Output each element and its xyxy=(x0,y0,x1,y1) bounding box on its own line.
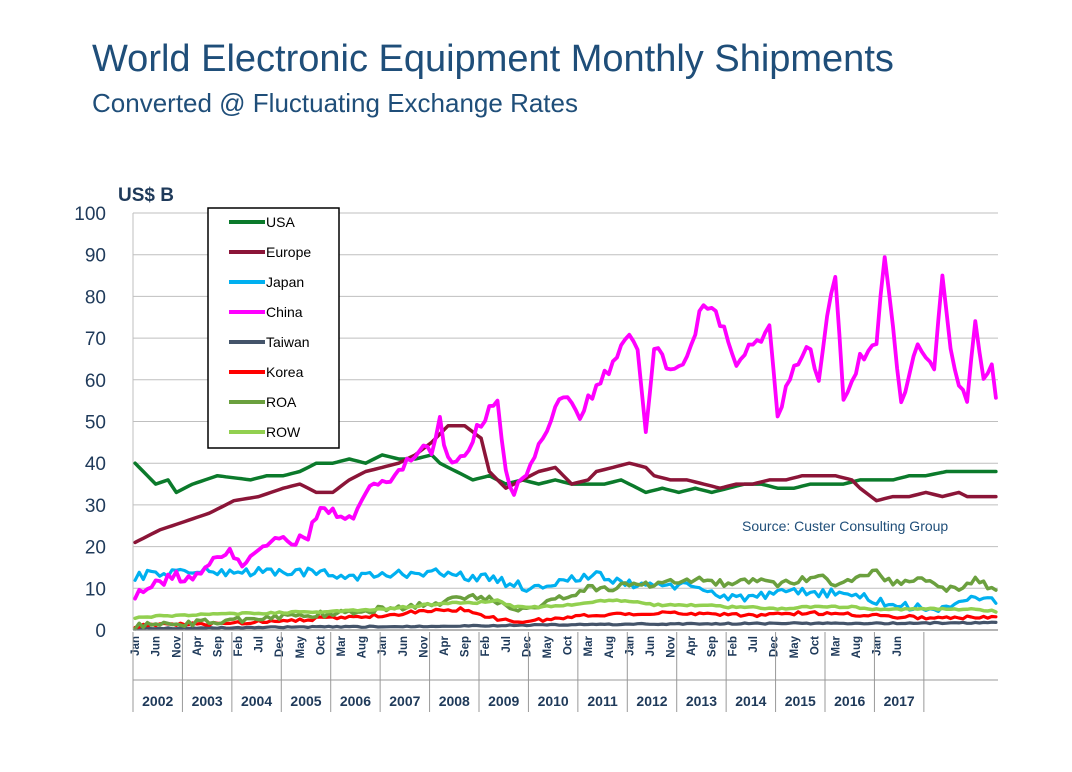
legend: USA Europe Japan China Taiwan Korea ROA ROW xyxy=(207,207,340,449)
month-tick-label: Sep xyxy=(212,636,224,657)
y-tick-label: 10 xyxy=(85,579,106,600)
month-tick-label: Jan xyxy=(624,636,636,656)
month-tick-label: Nov xyxy=(171,635,183,657)
legend-label: China xyxy=(266,304,303,320)
month-tick-label: Feb xyxy=(727,636,739,656)
y-tick-label: 50 xyxy=(85,413,106,434)
month-tick-label: Dec xyxy=(769,635,781,657)
month-tick-label: Nov xyxy=(666,635,678,657)
y-tick-label: 90 xyxy=(85,246,106,267)
month-tick-label: Jun xyxy=(892,636,904,656)
month-tick-label: Apr xyxy=(439,635,451,655)
y-tick-label: 100 xyxy=(74,204,106,225)
month-tick-label: Jun xyxy=(645,636,657,656)
month-tick-label: Dec xyxy=(274,635,286,657)
year-label: 2013 xyxy=(686,693,717,709)
y-tick-label: 0 xyxy=(95,621,106,642)
year-label: 2011 xyxy=(587,693,618,709)
month-tick-label: Apr xyxy=(192,635,204,655)
month-tick-label: Oct xyxy=(810,636,822,655)
y-tick-label: 80 xyxy=(85,287,106,308)
y-axis-label: US$ B xyxy=(118,185,174,206)
month-tick-label: Dec xyxy=(521,635,533,657)
source-note: Source: Custer Consulting Group xyxy=(742,518,948,534)
y-tick-label: 40 xyxy=(85,454,106,475)
year-label: 2014 xyxy=(735,693,766,709)
month-tick-label: Aug xyxy=(851,636,863,658)
y-tick-label: 70 xyxy=(85,329,106,350)
series-line-china xyxy=(133,255,998,601)
series-line-japan xyxy=(133,565,998,613)
month-tick-label: May xyxy=(295,635,307,658)
legend-label: Europe xyxy=(266,244,311,260)
year-label: 2015 xyxy=(785,693,816,709)
month-tick-label: Mar xyxy=(336,635,348,656)
legend-label: ROA xyxy=(266,394,297,410)
month-tick-label: Apr xyxy=(686,635,698,655)
year-label: 2008 xyxy=(439,693,470,709)
month-tick-label: Jul xyxy=(748,636,760,653)
y-axis-ticks: 0 10 20 30 40 50 60 70 80 90 100 xyxy=(74,204,106,642)
month-tick-label: Nov xyxy=(418,635,430,657)
series-line-taiwan xyxy=(133,620,998,631)
month-tick-label: May xyxy=(789,635,801,658)
month-tick-label: Jun xyxy=(151,636,163,656)
series-line-europe xyxy=(133,423,998,545)
legend-label: Japan xyxy=(266,274,304,290)
x-axis: Jan Jun Nov Apr Sep Feb Jul Dec May Oct Mar Aug Jan J… xyxy=(130,629,998,712)
series-line-roa xyxy=(133,568,998,631)
year-label: 2005 xyxy=(290,693,321,709)
month-tick-label: Mar xyxy=(830,635,842,656)
month-tick-label: Sep xyxy=(707,636,719,657)
year-label: 2007 xyxy=(389,693,420,709)
legend-label: USA xyxy=(266,214,295,230)
y-tick-label: 60 xyxy=(85,371,106,392)
y-tick-label: 20 xyxy=(85,538,106,559)
year-label: 2004 xyxy=(241,693,272,709)
year-label: 2017 xyxy=(884,693,915,709)
year-label: 2009 xyxy=(488,693,519,709)
month-tick-label: Feb xyxy=(233,636,245,656)
legend-label: ROW xyxy=(266,424,301,440)
month-tick-label: Oct xyxy=(315,636,327,655)
series-line-usa xyxy=(133,453,998,495)
legend-label: Korea xyxy=(266,364,304,380)
year-label: 2016 xyxy=(834,693,865,709)
month-tick-label: Feb xyxy=(480,636,492,656)
month-tick-label: Jul xyxy=(254,636,266,653)
year-label: 2010 xyxy=(538,693,569,709)
year-label: 2002 xyxy=(142,693,173,709)
month-tick-label: Oct xyxy=(563,636,575,655)
month-tick-label: Jan xyxy=(871,636,883,656)
month-tick-label: Jan xyxy=(377,636,389,656)
series-lines xyxy=(133,255,998,631)
legend-box xyxy=(207,207,340,449)
y-tick-label: 30 xyxy=(85,496,106,517)
series-line-korea xyxy=(133,606,998,630)
month-tick-label: Aug xyxy=(357,636,369,658)
month-tick-label: Sep xyxy=(460,636,472,657)
month-tick-label: May xyxy=(542,635,554,658)
legend-label: Taiwan xyxy=(266,334,310,350)
year-label: 2012 xyxy=(636,693,667,709)
series-line-row xyxy=(133,598,998,621)
year-label: 2003 xyxy=(192,693,223,709)
month-tick-label: Aug xyxy=(604,636,616,658)
month-tick-label: Jul xyxy=(501,636,513,653)
month-tick-label: Mar xyxy=(583,635,595,656)
month-tick-label: Jan xyxy=(130,636,142,656)
chart-title: World Electronic Equipment Monthly Shipm… xyxy=(92,38,894,80)
month-tick-label: Jun xyxy=(398,636,410,656)
chart-subtitle: Converted @ Fluctuating Exchange Rates xyxy=(92,88,578,118)
year-label: 2006 xyxy=(340,693,371,709)
